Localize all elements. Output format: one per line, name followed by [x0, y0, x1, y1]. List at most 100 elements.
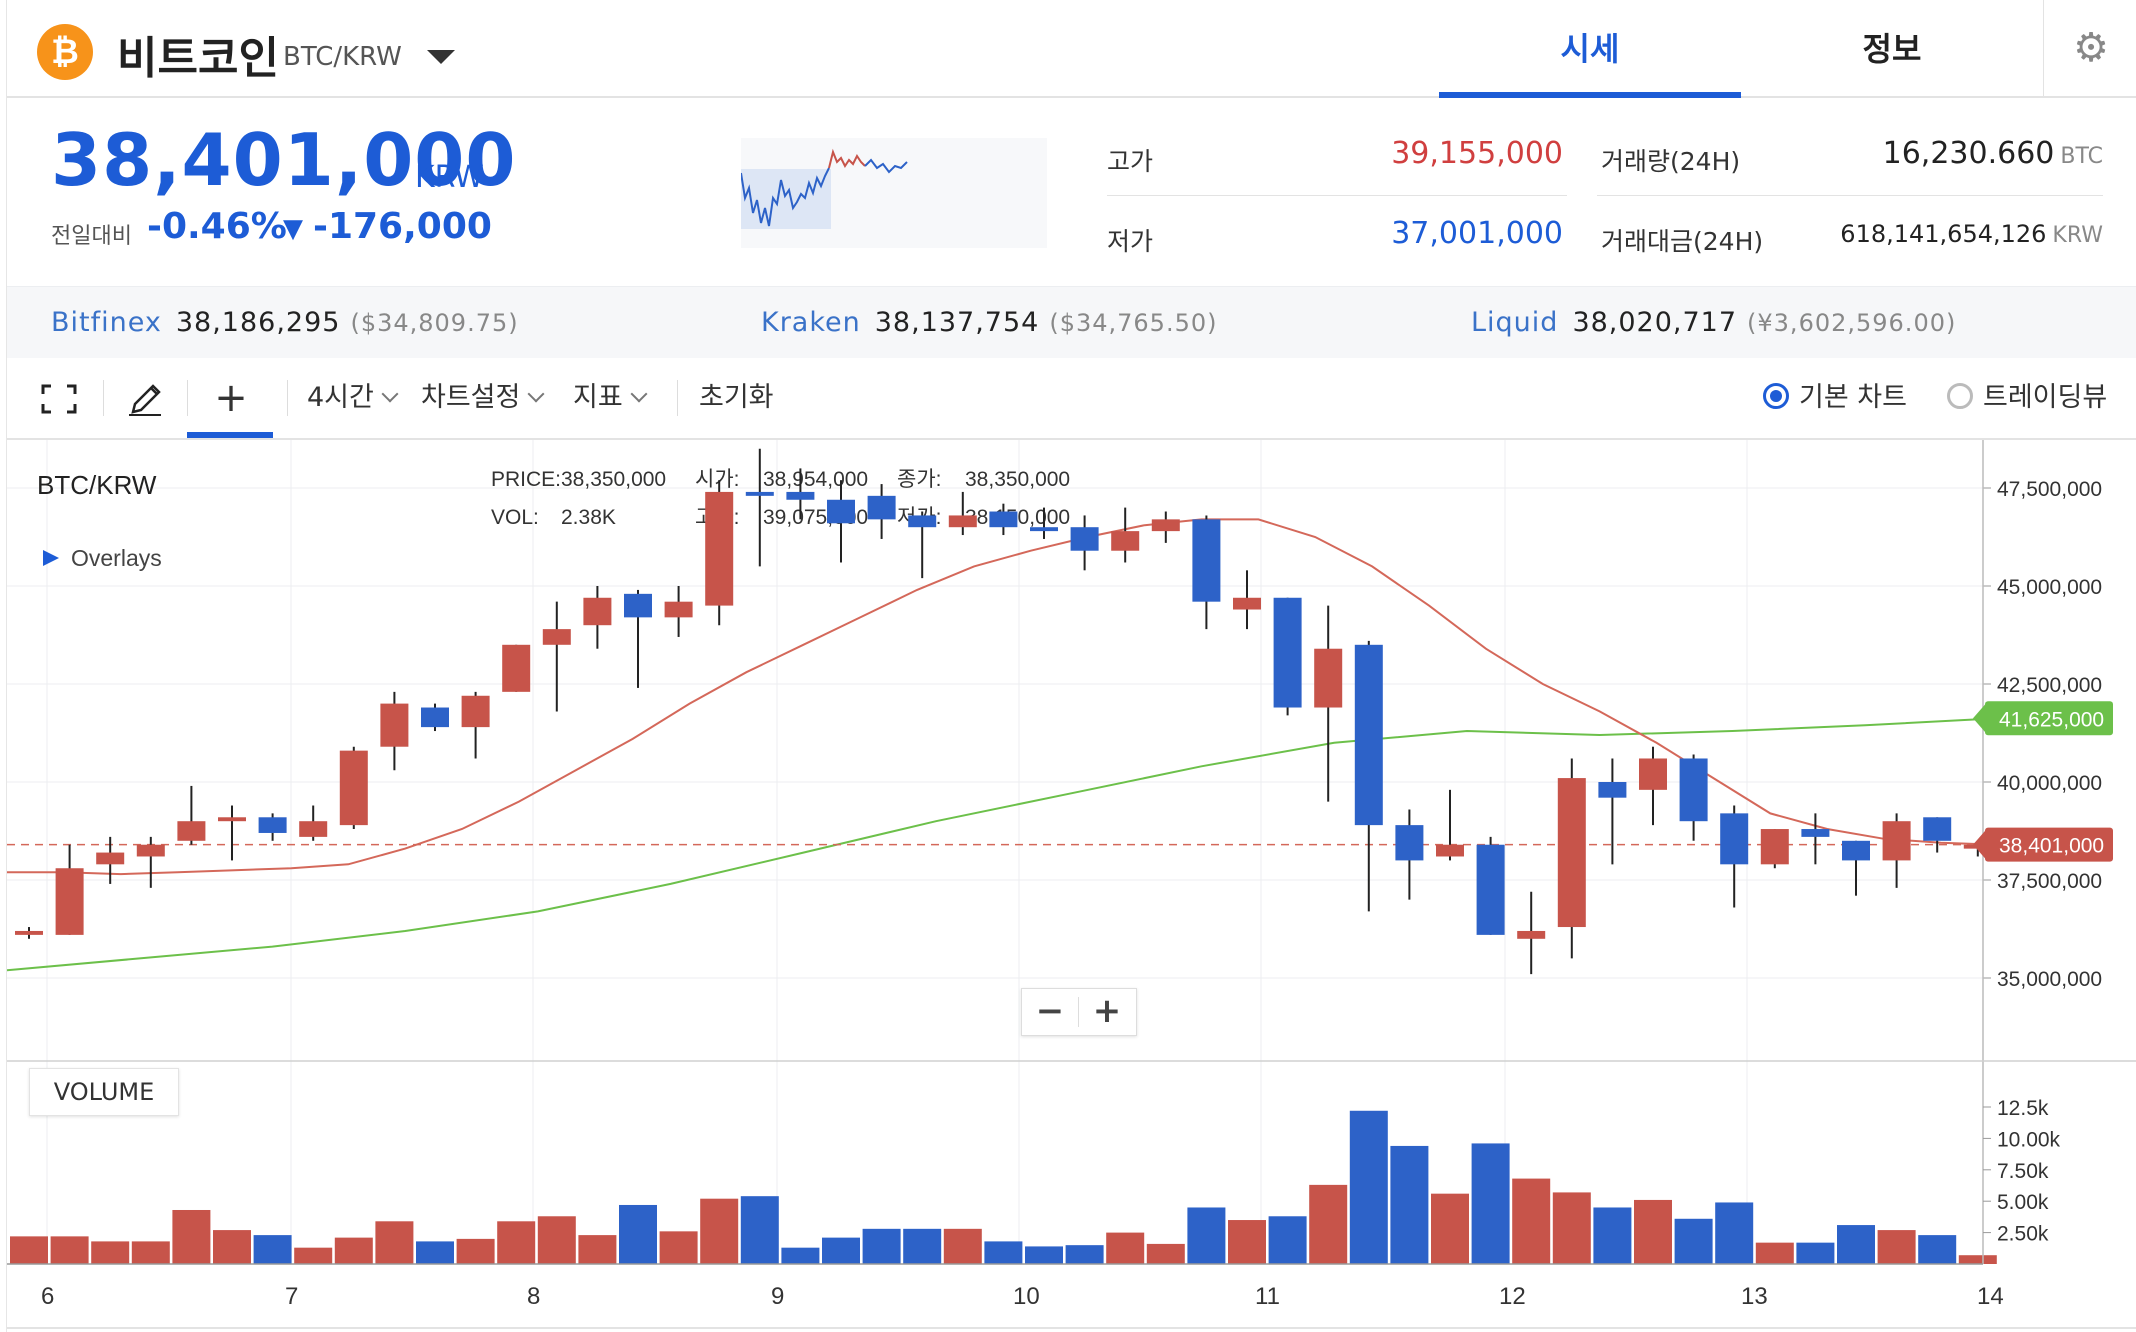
stats-divider: [1107, 195, 1567, 196]
candle-body: [1314, 648, 1343, 708]
candle-body: [1639, 758, 1667, 790]
indicators-dropdown[interactable]: 지표: [573, 358, 648, 438]
price-chart[interactable]: BTC/KRW Overlays PRICE: 38,350,000 VOL: …: [7, 0, 2136, 1332]
zoom-in-button[interactable]: +: [1092, 991, 1122, 1031]
candle-body: [502, 644, 531, 692]
low-label: 저가: [1107, 227, 1154, 256]
toolbar-divider: [287, 380, 288, 416]
candle-body: [1476, 844, 1505, 935]
ma-short-line: [7, 518, 1998, 876]
legend-close-value: 38,350,000: [965, 468, 1070, 491]
chart-symbol: BTC/KRW: [37, 470, 157, 500]
down-arrow-icon: ▼: [283, 214, 303, 244]
turnover-label: 거래대금(24H): [1601, 227, 1764, 256]
reset-button[interactable]: 초기화: [699, 382, 774, 413]
exchange-bitfinex: Bitfinex 38,186,295 ($34,809.75): [51, 287, 519, 359]
exchange-price: 38,137,754: [874, 307, 1040, 338]
exchange-name: Kraken: [761, 307, 861, 338]
candle-body: [1395, 825, 1424, 861]
volume-value: 16,230.660: [1882, 136, 2055, 171]
fullscreen-icon[interactable]: [39, 358, 79, 438]
candle-body: [177, 821, 206, 841]
crosshair-icon[interactable]: +: [214, 375, 248, 421]
volume-bar: [862, 1228, 901, 1264]
tab-info[interactable]: 정보: [1862, 30, 1922, 68]
legend-open-value: 38,954,000: [763, 468, 868, 491]
volume-tick-label: 7.50k: [1997, 1160, 2049, 1183]
volume-tick-label: 5.00k: [1997, 1191, 2049, 1214]
chart-grid: [7, 440, 1984, 1264]
volume-bar: [943, 1228, 982, 1264]
volume-bar: [1593, 1207, 1632, 1264]
candle-body: [1436, 844, 1464, 857]
volume-bar: [172, 1209, 211, 1264]
candle-body: [1882, 821, 1911, 861]
current-price: 38,401,000: [51, 118, 517, 202]
x-tick-label: 11: [1255, 1283, 1280, 1310]
zoom-out-button[interactable]: −: [1035, 991, 1065, 1031]
candle-body: [421, 707, 449, 728]
exchange-bar: Bitfinex 38,186,295 ($34,809.75) Kraken 38,…: [7, 286, 2136, 360]
legend-price-label: PRICE:: [491, 468, 561, 491]
volume-bar: [416, 1241, 454, 1264]
tab-price[interactable]: 시세: [1439, 0, 1741, 98]
volume-bar: [984, 1241, 1023, 1264]
volume-bar: [334, 1237, 373, 1264]
price-badge-label: 38,401,000: [1999, 835, 2104, 858]
high-value: 39,155,000: [1391, 136, 1563, 171]
volume-bar: [1187, 1207, 1226, 1264]
volume-bar: [822, 1237, 860, 1264]
price-unit: KRW: [415, 160, 484, 195]
candle-body: [1842, 840, 1870, 861]
candle-body: [624, 593, 652, 618]
volume-bar: [1146, 1243, 1185, 1264]
volume-bar: [1309, 1184, 1348, 1264]
gear-icon[interactable]: ⚙: [2043, 0, 2136, 96]
overlays-toggle[interactable]: Overlays: [71, 545, 162, 571]
x-tick-label: 7: [285, 1283, 298, 1310]
pencil-icon[interactable]: [125, 358, 165, 438]
price-badge-pointer: [1973, 702, 1987, 735]
y-tick-label: 47,500,000: [1997, 478, 2102, 501]
candle-body: [908, 515, 937, 528]
interval-label: 4시간: [307, 382, 374, 413]
chart-settings-label: 차트설정: [421, 382, 521, 413]
candle-body: [339, 750, 368, 826]
volume-bar: [1268, 1216, 1307, 1264]
volume-bar: [10, 1236, 48, 1264]
volume-bar: [1471, 1143, 1510, 1264]
volume-bar: [1552, 1192, 1591, 1264]
coin-name: 비트코인: [117, 33, 279, 84]
coin-dropdown-icon[interactable]: [427, 50, 455, 64]
fullscreen-icon-svg: [41, 384, 77, 414]
change-amount: -176,000: [313, 206, 492, 247]
volume-bar: [1228, 1220, 1266, 1264]
price-badge-bg: [1985, 827, 2113, 862]
candle-body: [258, 817, 287, 833]
low-value: 37,001,000: [1391, 216, 1563, 251]
mini-chart: [740, 138, 1047, 248]
volume-bar: [1796, 1242, 1835, 1264]
candle-body: [1192, 519, 1221, 602]
interval-dropdown[interactable]: 4시간: [307, 358, 399, 438]
candle-body: [1354, 644, 1383, 826]
volume-bar: [253, 1235, 292, 1264]
toolbar-divider: [677, 380, 678, 416]
candle-body: [15, 930, 43, 935]
chart-settings-dropdown[interactable]: 차트설정: [421, 358, 545, 438]
tradingview-radio[interactable]: 트레이딩뷰: [1947, 358, 2107, 438]
x-tick-label: 8: [527, 1283, 540, 1310]
basic-chart-radio[interactable]: 기본 차트: [1763, 358, 1907, 438]
volume-label: 거래량(24H): [1601, 147, 1741, 176]
candle-body: [55, 868, 84, 935]
candle-body: [705, 491, 734, 606]
legend-open-label: 시가:: [695, 468, 739, 491]
exchange-usd-price: ($34,765.50): [1049, 309, 1218, 337]
volume-bar: [1674, 1218, 1713, 1264]
exchange-usd-price: (¥3,602,596.00): [1747, 309, 1957, 337]
candle-body: [380, 703, 409, 747]
bitcoin-icon: ₿: [37, 24, 93, 80]
price-badge-label: 41,625,000: [1999, 708, 2104, 731]
candle-body: [1070, 527, 1099, 551]
volume-bar: [781, 1247, 820, 1264]
